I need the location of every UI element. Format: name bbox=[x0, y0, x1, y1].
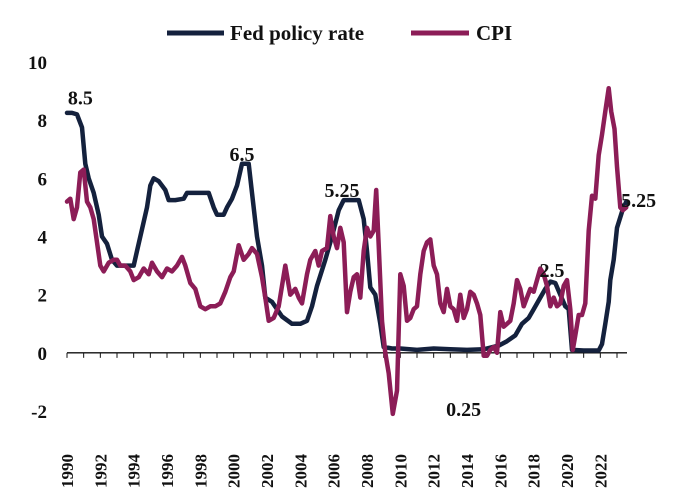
x-tick-label: 1990 bbox=[58, 454, 77, 488]
series-line-fed-policy-rate bbox=[64, 110, 629, 353]
y-tick-label: 2 bbox=[38, 286, 48, 307]
x-tick-label: 2004 bbox=[291, 454, 310, 489]
x-tick-label: 2018 bbox=[525, 454, 544, 488]
series-line-cpi bbox=[64, 85, 629, 417]
annotation-label: 6.5 bbox=[230, 144, 255, 166]
y-tick-label: 10 bbox=[28, 53, 47, 74]
x-tick-label: 2016 bbox=[491, 454, 510, 488]
x-tick-label: 2006 bbox=[325, 454, 344, 488]
x-tick-label: 1998 bbox=[191, 454, 210, 488]
annotation-label: 8.5 bbox=[68, 88, 93, 110]
annotation-label: 5.25 bbox=[621, 190, 656, 212]
x-tick-label: 1994 bbox=[125, 454, 144, 489]
x-tick-label: 2014 bbox=[458, 454, 477, 489]
axes-group: -2 0 2 4 6 8 10 1990 1992 1994 1996 1998 2000 2002 200… bbox=[28, 53, 627, 488]
legend: Fed policy rate CPI bbox=[167, 21, 512, 45]
legend-label-fed-policy-rate: Fed policy rate bbox=[230, 21, 364, 45]
y-tick-label: 8 bbox=[38, 111, 48, 132]
y-tick-label: -2 bbox=[31, 402, 47, 423]
x-tick-label: 2000 bbox=[225, 454, 244, 488]
x-tick-label: 2020 bbox=[558, 454, 577, 488]
annotation-label: 0.25 bbox=[446, 399, 481, 421]
legend-label-cpi: CPI bbox=[476, 21, 512, 45]
annotations-group: 8.5 6.5 5.25 0.25 2.5 5.25 bbox=[68, 88, 656, 421]
x-tick-label: 2022 bbox=[591, 454, 610, 488]
annotation-label: 2.5 bbox=[540, 260, 565, 282]
series-group bbox=[64, 85, 629, 417]
x-tick-label: 1996 bbox=[158, 454, 177, 488]
y-tick-label: 4 bbox=[38, 228, 48, 249]
x-tick-label: 2012 bbox=[425, 454, 444, 488]
y-tick-label: 0 bbox=[38, 344, 48, 365]
y-tick-label: 6 bbox=[38, 169, 48, 190]
annotation-label: 5.25 bbox=[325, 180, 360, 202]
x-tick-label: 2008 bbox=[358, 454, 377, 488]
x-tick-label: 2010 bbox=[391, 454, 410, 488]
x-tick-label: 2002 bbox=[258, 454, 277, 488]
x-tick-label: 1992 bbox=[91, 454, 110, 488]
